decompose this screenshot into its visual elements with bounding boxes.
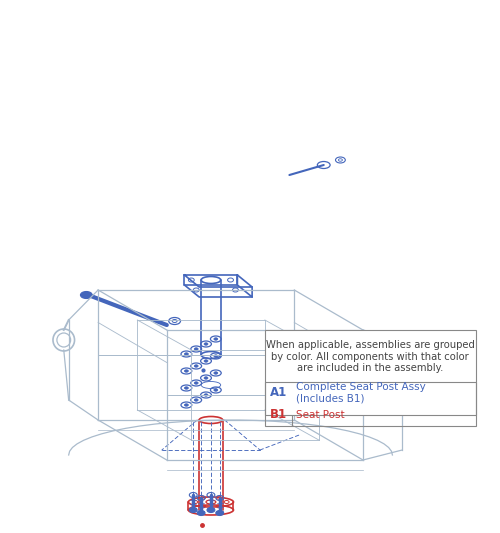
Ellipse shape <box>214 372 218 374</box>
Ellipse shape <box>184 370 188 372</box>
Ellipse shape <box>184 404 188 406</box>
Bar <box>265 382 476 426</box>
Text: Seat Post: Seat Post <box>296 410 345 420</box>
Text: Complete Seat Post Assy
(Includes B1): Complete Seat Post Assy (Includes B1) <box>296 382 426 404</box>
Ellipse shape <box>184 387 188 389</box>
Bar <box>265 330 476 415</box>
Ellipse shape <box>214 338 218 340</box>
Ellipse shape <box>194 348 198 350</box>
Ellipse shape <box>194 399 198 401</box>
Ellipse shape <box>190 507 197 513</box>
Ellipse shape <box>197 511 205 515</box>
Text: B1: B1 <box>270 408 287 422</box>
Ellipse shape <box>80 292 92 298</box>
Ellipse shape <box>194 365 198 367</box>
Ellipse shape <box>216 511 224 515</box>
Ellipse shape <box>184 353 188 356</box>
Text: A1: A1 <box>270 386 287 400</box>
Ellipse shape <box>214 355 218 357</box>
Ellipse shape <box>204 394 208 396</box>
Ellipse shape <box>207 507 215 513</box>
Ellipse shape <box>204 343 208 345</box>
Ellipse shape <box>204 377 208 379</box>
Text: When applicable, assemblies are grouped
by color. All components with that color: When applicable, assemblies are grouped … <box>266 340 475 373</box>
Ellipse shape <box>204 360 208 362</box>
Ellipse shape <box>194 382 198 384</box>
Ellipse shape <box>214 389 218 391</box>
